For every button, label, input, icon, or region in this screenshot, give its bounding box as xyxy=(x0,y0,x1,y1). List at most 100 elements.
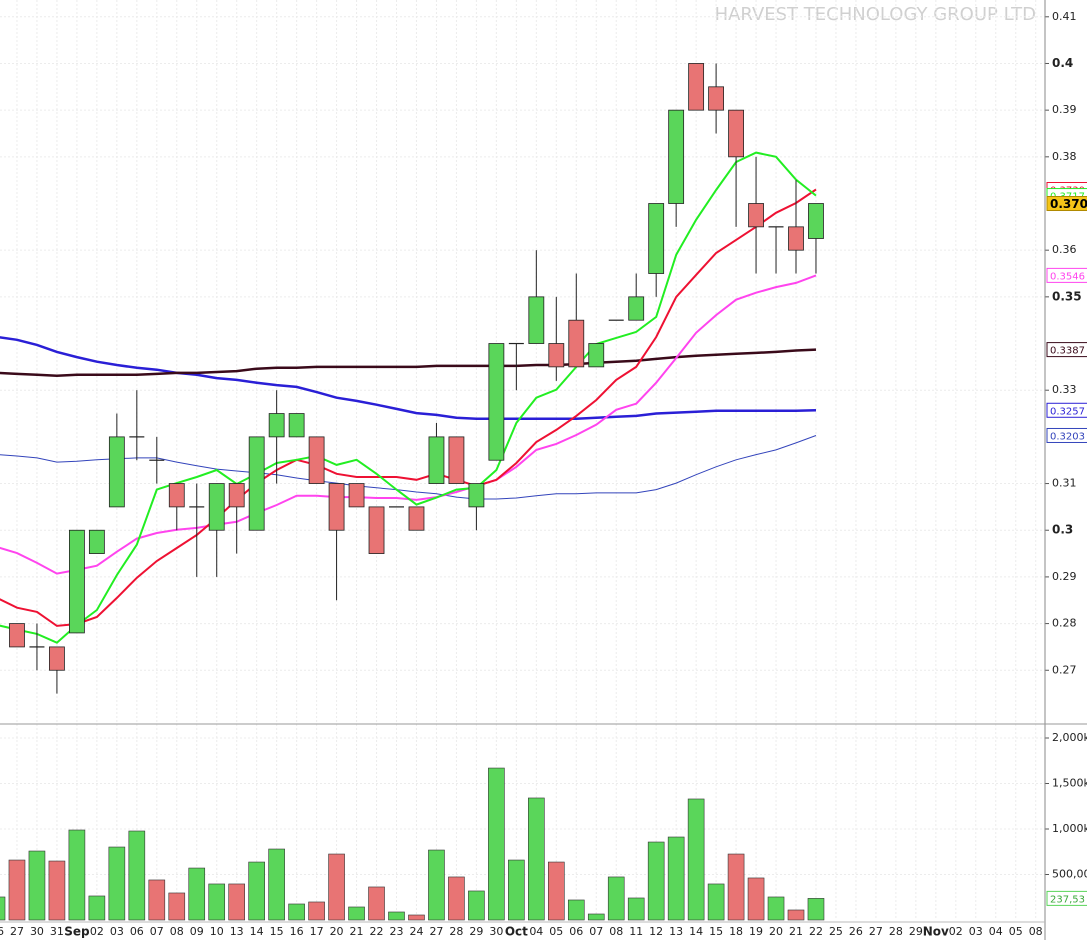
volume-bar xyxy=(108,846,126,921)
candle-body xyxy=(708,86,724,111)
x-tick-label: 31 xyxy=(50,925,64,938)
volume-bar xyxy=(508,859,525,921)
y-tick-label: 0.3 xyxy=(1052,523,1073,537)
ma-line xyxy=(0,348,817,377)
volume-bar xyxy=(0,896,6,921)
x-tick-label: 05 xyxy=(1009,925,1023,938)
volume-bar xyxy=(88,895,106,921)
candle-body xyxy=(468,483,485,508)
volume-bar xyxy=(368,886,385,921)
volume-bar xyxy=(8,859,26,921)
x-tick-label: 03 xyxy=(110,925,124,938)
y-tick-label: 0.41 xyxy=(1052,10,1077,23)
volume-bar xyxy=(687,798,705,921)
volume-bar xyxy=(328,853,345,921)
x-tick-label: 07 xyxy=(589,925,603,938)
volume-bar xyxy=(388,911,405,921)
candle-body xyxy=(588,343,605,368)
chart-title: HARVEST TECHNOLOGY GROUP LTD xyxy=(715,4,1036,25)
y-tick-label: 0.4 xyxy=(1052,56,1073,70)
y-tick-label: 0.27 xyxy=(1052,663,1077,676)
y2-tick-label: 1,500k xyxy=(1052,777,1087,790)
candle-body xyxy=(748,203,764,228)
value-badge-label: 0.3546 xyxy=(1050,271,1085,282)
candle-body xyxy=(788,226,804,251)
x-tick-label: 23 xyxy=(390,925,404,938)
volume-bar xyxy=(428,849,445,921)
x-tick-label: 03 xyxy=(969,925,983,938)
ma-line xyxy=(0,188,817,627)
x-tick-label: 06 xyxy=(130,925,144,938)
x-tick-label: 12 xyxy=(649,925,663,938)
x-tick-label: 22 xyxy=(809,925,823,938)
candle-body xyxy=(408,506,425,531)
value-badge-label: 0.3203 xyxy=(1050,431,1085,442)
x-tick-label: 14 xyxy=(250,925,264,938)
x-tick-label: 29 xyxy=(469,925,483,938)
volume-bar xyxy=(647,841,665,921)
x-tick-label: 05 xyxy=(549,925,563,938)
candle-body xyxy=(228,483,245,508)
x-tick-label: 09 xyxy=(190,925,204,938)
candle-body xyxy=(49,646,65,671)
candle-body xyxy=(268,413,285,438)
candle-body xyxy=(728,109,744,158)
candle-body xyxy=(568,319,585,368)
volume-bar xyxy=(308,901,325,921)
ma-line xyxy=(0,274,817,575)
volume-bar xyxy=(488,767,505,921)
volume-bar xyxy=(767,896,785,921)
x-tick-label: 20 xyxy=(330,925,344,938)
candle-body xyxy=(328,483,345,531)
volume-bar xyxy=(288,903,305,921)
x-tick-label: 27 xyxy=(869,925,883,938)
candle-body xyxy=(88,529,105,554)
value-badge xyxy=(1046,267,1087,283)
volume-bar xyxy=(468,890,485,921)
candle-body xyxy=(248,436,265,531)
x-tick-label: Nov xyxy=(923,925,949,939)
y-tick-label: 0.28 xyxy=(1052,617,1077,630)
volume-bar xyxy=(48,860,66,921)
candle-body xyxy=(168,483,185,508)
volume-bar xyxy=(547,861,565,921)
volume-bar xyxy=(567,899,585,921)
volume-bar xyxy=(807,898,825,921)
value-badge-label: 0.3257 xyxy=(1050,406,1085,417)
x-tick-label: 25 xyxy=(829,925,843,938)
x-tick-label: 29 xyxy=(909,925,923,938)
candle-body xyxy=(688,63,705,111)
candle-body xyxy=(348,483,365,508)
value-badge-label: 0.370 xyxy=(1050,197,1087,211)
ma-line xyxy=(0,435,817,500)
y-tick-label: 0.33 xyxy=(1052,383,1077,396)
volume-bar xyxy=(627,897,645,921)
x-tick-label: 13 xyxy=(669,925,683,938)
volume-bar xyxy=(607,876,625,921)
x-tick-label: 26 xyxy=(849,925,863,938)
volume-bar xyxy=(248,861,265,921)
x-tick-label: 27 xyxy=(429,925,443,938)
x-tick-label: 21 xyxy=(789,925,803,938)
x-tick-label: 13 xyxy=(230,925,244,938)
x-tick-label: 08 xyxy=(609,925,623,938)
candle-body xyxy=(308,436,325,484)
x-tick-label: 15 xyxy=(709,925,723,938)
candle-body xyxy=(208,483,225,531)
y2-tick-label: 500,000 xyxy=(1052,868,1087,881)
value-badge xyxy=(1046,196,1087,212)
y2-tick-label: 2,000k xyxy=(1052,731,1087,744)
volume-bar xyxy=(408,914,425,921)
x-tick-label: 22 xyxy=(370,925,384,938)
volume-bar xyxy=(667,836,685,921)
x-tick-label: 19 xyxy=(749,925,763,938)
value-badge-label: 0.3387 xyxy=(1050,346,1085,357)
x-tick-label: 04 xyxy=(529,925,543,938)
x-tick-label: 24 xyxy=(409,925,423,938)
volume-badge-label: 237,53 xyxy=(1050,894,1085,905)
volume-bar xyxy=(348,906,365,921)
volume-bar xyxy=(707,883,725,921)
volume-bar xyxy=(228,883,245,921)
volume-bar xyxy=(448,876,465,921)
